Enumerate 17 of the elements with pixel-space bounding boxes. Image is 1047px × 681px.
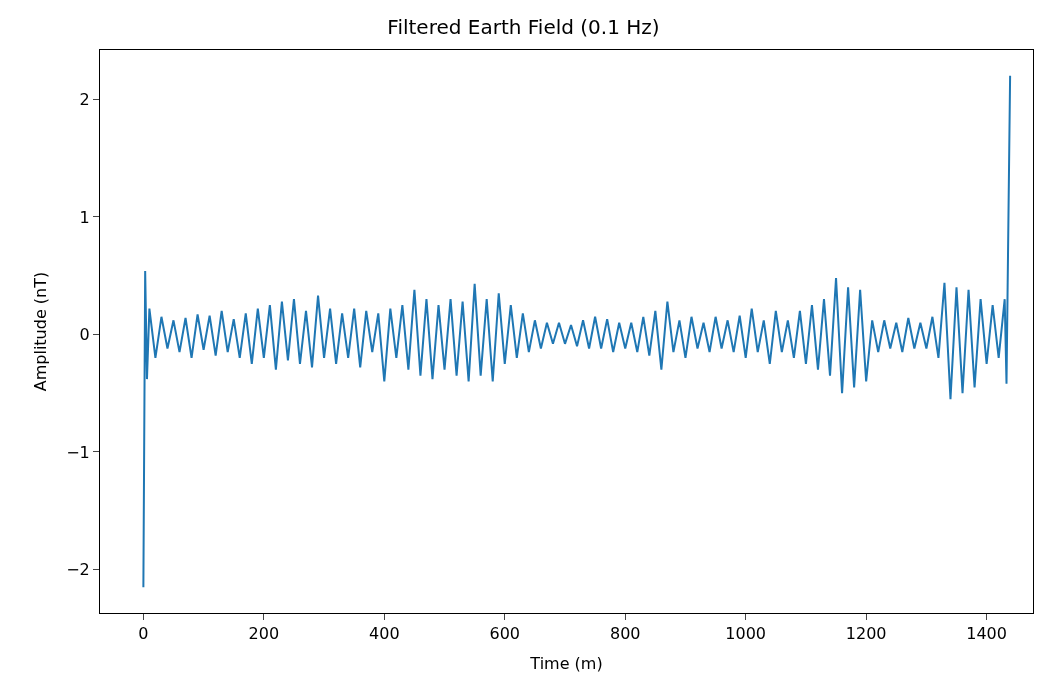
y-tick-label: 2 [79,89,90,109]
y-tick-label: −1 [66,442,90,462]
y-tick-label: 0 [79,325,90,345]
x-tick-label: 600 [489,624,521,644]
x-tick-label: 400 [369,624,400,644]
chart-title: Filtered Earth Field (0.1 Hz) [387,15,660,40]
x-tick-label: 0 [138,624,149,644]
y-tick-label: 1 [79,207,90,227]
x-tick-label: 800 [609,624,641,644]
x-tick-label: 1200 [845,624,887,644]
x-tick-label: 1400 [966,624,1007,644]
y-tick-label: −2 [66,560,90,580]
x-tick-label: 200 [248,624,280,644]
x-axis-title: Time (m) [529,653,603,673]
line-series [142,74,1012,589]
y-axis-title: Amplitude (nT) [31,271,51,392]
x-tick-label: 1000 [725,624,767,644]
